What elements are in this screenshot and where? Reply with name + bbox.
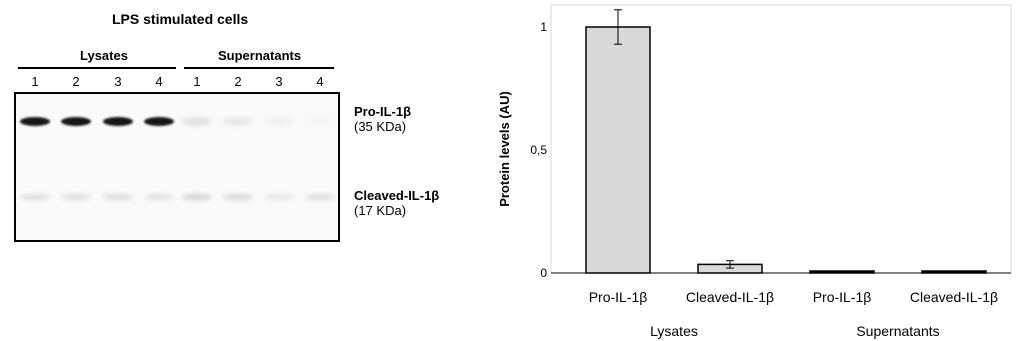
pro-il1b-name: Pro-IL-1β bbox=[354, 104, 412, 119]
x-tick-label: Pro-IL-1β bbox=[589, 289, 648, 305]
pro-il1b-band bbox=[305, 116, 335, 126]
cleaved-il1b-size: (17 KDa) bbox=[354, 203, 407, 218]
cleaved-il1b-band bbox=[182, 194, 212, 200]
cleaved-il1b-band bbox=[20, 194, 50, 200]
pro-il1b-band bbox=[103, 116, 133, 126]
western-blot-image bbox=[14, 92, 340, 242]
pro-il1b-band bbox=[20, 116, 50, 126]
pro-il1b-band bbox=[144, 116, 174, 126]
supernatants-group-label: Supernatants bbox=[218, 48, 302, 63]
cleaved-il1b-band bbox=[61, 194, 91, 200]
pro-il1b-band bbox=[264, 116, 294, 126]
pro-il1b-size: (35 KDa) bbox=[354, 119, 407, 134]
y-tick-label: 0 bbox=[540, 266, 547, 280]
y-tick-label: 1 bbox=[540, 20, 547, 34]
pro-il1b-band bbox=[223, 116, 253, 126]
blot-title: LPS stimulated cells bbox=[112, 11, 249, 27]
pro-il1b-band bbox=[182, 116, 212, 126]
bar bbox=[585, 26, 651, 274]
cleaved-il1b-name: Cleaved-IL-1β bbox=[354, 188, 440, 203]
group-label: Supernatants bbox=[856, 323, 939, 339]
lane-label: 3 bbox=[114, 74, 122, 89]
y-tick-label: 0,5 bbox=[530, 143, 547, 157]
lane-label: 1 bbox=[193, 74, 201, 89]
x-tick-label: Pro-IL-1β bbox=[813, 289, 872, 305]
x-tick-label: Cleaved-IL-1β bbox=[910, 289, 998, 305]
lysates-group-line bbox=[18, 67, 176, 69]
lane-label: 1 bbox=[31, 74, 39, 89]
pro-il1b-band bbox=[61, 116, 91, 126]
pro-il1b-band-label: Pro-IL-1β (35 KDa) bbox=[354, 104, 411, 134]
lane-label: 3 bbox=[275, 74, 283, 89]
cleaved-il1b-band bbox=[305, 194, 335, 200]
lane-label: 2 bbox=[234, 74, 242, 89]
x-tick-label: Cleaved-IL-1β bbox=[686, 289, 774, 305]
cleaved-il1b-band-label: Cleaved-IL-1β (17 KDa) bbox=[354, 188, 439, 218]
lysates-group-label: Lysates bbox=[80, 48, 128, 63]
lane-label: 2 bbox=[72, 74, 80, 89]
cleaved-il1b-band bbox=[264, 194, 294, 200]
group-label: Lysates bbox=[650, 323, 698, 339]
y-axis-label: Protein levels (AU) bbox=[497, 91, 512, 207]
cleaved-il1b-band bbox=[103, 194, 133, 200]
protein-levels-bar-chart: 0 0,5 1 Protein levels (AU) Pro-IL-1β Cleaved… bbox=[497, 4, 1012, 339]
supernatants-group-line bbox=[184, 67, 334, 69]
lane-label: 4 bbox=[155, 74, 163, 89]
cleaved-il1b-band bbox=[223, 194, 253, 200]
lane-label: 4 bbox=[316, 74, 324, 89]
cleaved-il1b-band bbox=[144, 194, 174, 200]
